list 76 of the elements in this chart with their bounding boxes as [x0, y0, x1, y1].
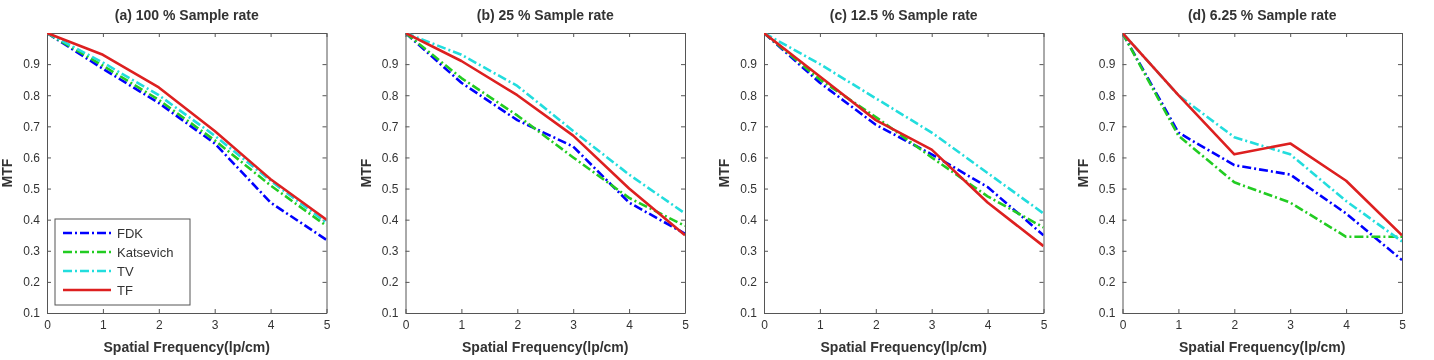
y-axis-title: MTF — [357, 158, 374, 188]
chart-title: (d) 6.25 % Sample rate — [1187, 7, 1337, 23]
x-tick-label: 4 — [1343, 317, 1351, 332]
x-tick-label: 4 — [267, 317, 275, 332]
x-tick-label: 2 — [872, 317, 880, 332]
x-tick-label: 0 — [44, 317, 52, 332]
x-tick-label: 3 — [570, 317, 578, 332]
x-axis-title: Spatial Frequency(lp/cm) — [820, 339, 987, 355]
x-tick-label: 1 — [1175, 317, 1183, 332]
y-tick-label: 0.5 — [381, 181, 399, 196]
x-tick-label: 5 — [323, 317, 331, 332]
x-axis-title: Spatial Frequency(lp/cm) — [1179, 339, 1346, 355]
x-tick-label: 3 — [928, 317, 936, 332]
x-tick-label: 0 — [1119, 317, 1127, 332]
y-axis-title: MTF — [1074, 158, 1091, 188]
y-tick-label: 0.4 — [740, 213, 758, 228]
y-tick-label: 0.6 — [23, 150, 41, 165]
y-tick-label: 0.6 — [1098, 150, 1116, 165]
y-tick-label: 0.5 — [740, 181, 758, 196]
y-axis-title: MTF — [716, 158, 732, 188]
y-tick-label: 0.6 — [740, 150, 758, 165]
y-tick-label: 0.3 — [23, 244, 41, 259]
x-tick-label: 5 — [682, 317, 690, 332]
x-axis-title: Spatial Frequency(lp/cm) — [103, 339, 270, 355]
y-tick-label: 0.1 — [740, 306, 758, 321]
x-tick-label: 0 — [402, 317, 410, 332]
y-tick-label: 0.9 — [23, 57, 41, 72]
x-tick-label: 2 — [514, 317, 522, 332]
x-tick-label: 2 — [155, 317, 163, 332]
y-tick-label: 0.1 — [1098, 306, 1116, 321]
legend-label: TV — [117, 264, 134, 279]
y-axis-title: MTF — [0, 158, 15, 188]
x-tick-label: 2 — [1231, 317, 1239, 332]
y-tick-label: 0.3 — [1098, 244, 1116, 259]
x-tick-label: 1 — [100, 317, 108, 332]
x-tick-label: 5 — [1040, 317, 1048, 332]
y-tick-label: 0.2 — [1098, 275, 1116, 290]
x-tick-label: 0 — [761, 317, 769, 332]
legend-label: Katsevich — [117, 245, 174, 260]
y-tick-label: 0.8 — [381, 88, 399, 103]
y-tick-label: 0.3 — [740, 244, 758, 259]
y-tick-label: 0.8 — [740, 88, 758, 103]
y-tick-label: 0.3 — [381, 244, 399, 259]
y-tick-label: 0.5 — [1098, 181, 1116, 196]
y-tick-label: 0.2 — [740, 275, 758, 290]
y-tick-label: 0.8 — [23, 88, 41, 103]
y-tick-label: 0.7 — [1098, 119, 1116, 134]
y-tick-label: 0.7 — [740, 119, 758, 134]
y-tick-label: 0.1 — [23, 306, 41, 321]
y-tick-label: 0.5 — [23, 181, 41, 196]
x-tick-label: 1 — [458, 317, 466, 332]
y-tick-label: 0.8 — [1098, 88, 1116, 103]
y-tick-label: 0.1 — [381, 306, 399, 321]
y-tick-label: 0.9 — [1098, 57, 1116, 72]
x-tick-label: 5 — [1399, 317, 1407, 332]
x-tick-label: 3 — [211, 317, 219, 332]
y-tick-label: 0.7 — [23, 119, 41, 134]
y-tick-label: 0.4 — [23, 213, 41, 228]
chart-title: (b) 25 % Sample rate — [476, 7, 614, 23]
y-tick-label: 0.2 — [381, 275, 399, 290]
chart-title: (c) 12.5 % Sample rate — [829, 7, 978, 23]
y-tick-label: 0.2 — [23, 275, 41, 290]
chart-title: (a) 100 % Sample rate — [114, 7, 259, 23]
y-tick-label: 0.7 — [381, 119, 399, 134]
legend-label: FDK — [117, 226, 144, 241]
y-tick-label: 0.9 — [740, 57, 758, 72]
legend-label: TF — [117, 283, 133, 298]
x-axis-title: Spatial Frequency(lp/cm) — [462, 339, 629, 355]
x-tick-label: 4 — [626, 317, 634, 332]
x-tick-label: 3 — [1287, 317, 1295, 332]
x-tick-label: 1 — [817, 317, 825, 332]
y-tick-label: 0.6 — [381, 150, 399, 165]
y-tick-label: 0.4 — [381, 213, 399, 228]
y-tick-label: 0.4 — [1098, 213, 1116, 228]
x-tick-label: 4 — [984, 317, 992, 332]
y-tick-label: 0.9 — [381, 57, 399, 72]
